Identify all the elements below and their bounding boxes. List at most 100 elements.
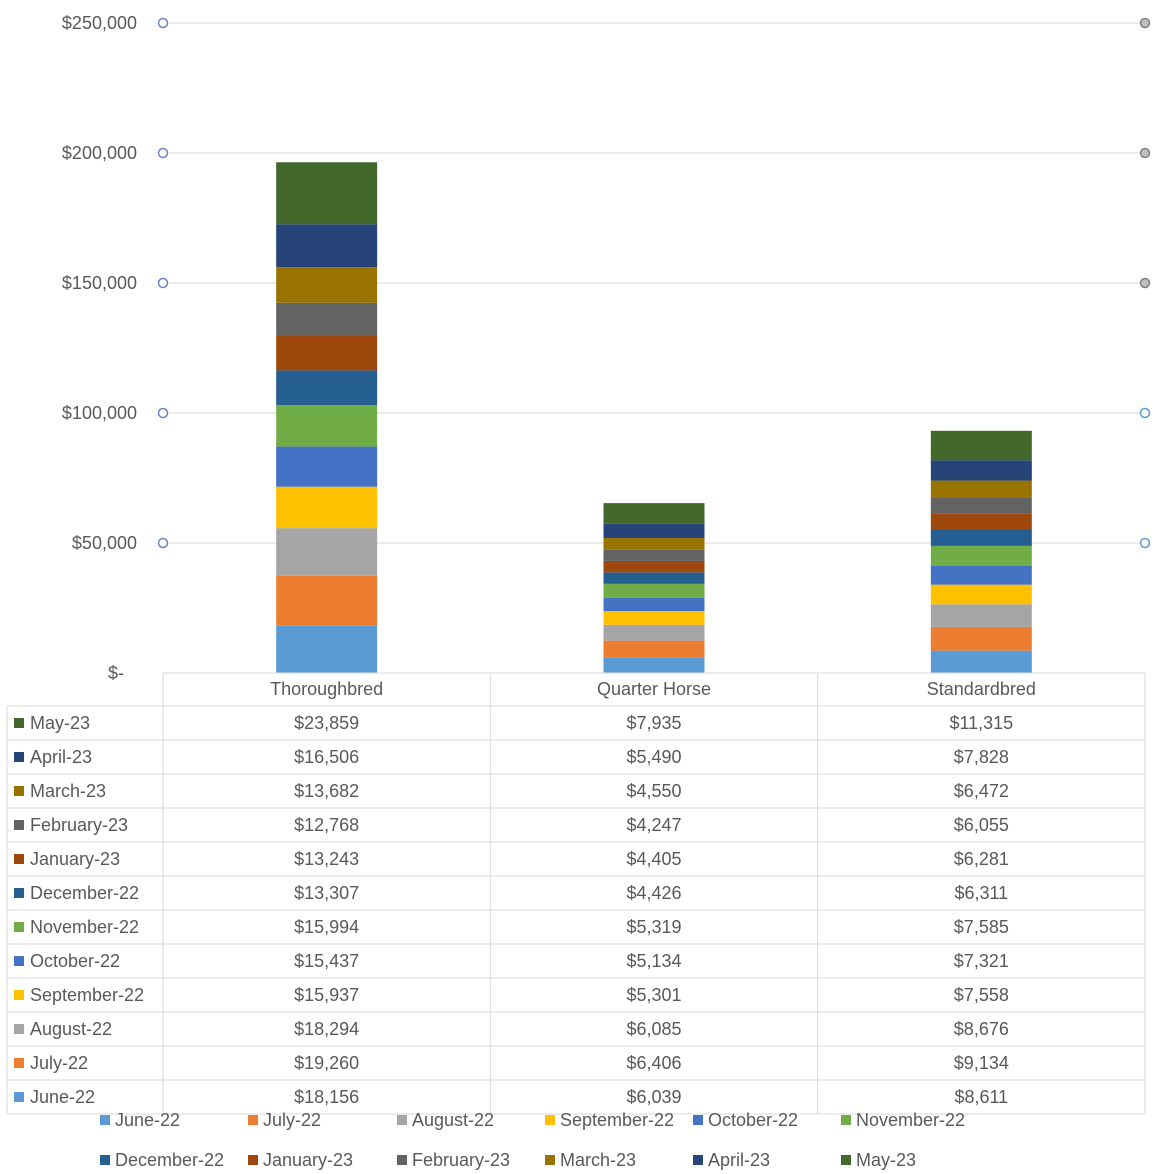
row-label: February-23 <box>30 815 128 835</box>
table-cell: $7,585 <box>954 917 1009 937</box>
bar-segment <box>603 523 705 539</box>
table-cell: $6,085 <box>626 1019 681 1039</box>
row-label: November-22 <box>30 917 139 937</box>
row-legend-key <box>14 990 24 1000</box>
y-tick-label: $150,000 <box>62 273 137 293</box>
bar-segment <box>276 575 378 626</box>
bar-segment <box>276 224 378 268</box>
table-cell: $7,321 <box>954 951 1009 971</box>
table-cell: $15,437 <box>294 951 359 971</box>
bar-segment <box>603 640 705 658</box>
bar-segment <box>930 565 1032 585</box>
table-cell: $18,294 <box>294 1019 359 1039</box>
gridline-handle-right <box>1139 17 1151 29</box>
row-legend-key <box>14 956 24 966</box>
table-cell: $4,247 <box>626 815 681 835</box>
bar-segment <box>603 657 705 673</box>
gridlines <box>157 17 1151 549</box>
legend-key <box>545 1115 555 1125</box>
gridline-handle-right <box>1139 277 1151 289</box>
bar-segment <box>276 267 378 303</box>
legend-entry: May-23 <box>856 1150 916 1170</box>
table-cell: $15,994 <box>294 917 359 937</box>
gridline-handle-left <box>157 537 169 549</box>
y-tick-label: $100,000 <box>62 403 137 423</box>
bar-segment <box>276 404 378 447</box>
row-legend-key <box>14 752 24 762</box>
y-tick-label: $50,000 <box>72 533 137 553</box>
legend-key <box>248 1155 258 1165</box>
table-cell: $13,243 <box>294 849 359 869</box>
bar-segment <box>276 528 378 576</box>
legend-entry: June-22 <box>115 1110 180 1130</box>
gridline-handle-left <box>157 17 169 29</box>
y-tick-label: $250,000 <box>62 13 137 33</box>
table-cell: $4,550 <box>626 781 681 801</box>
bar-stacks <box>276 162 1032 673</box>
legend-entry: January-23 <box>263 1150 353 1170</box>
table-cell: $9,134 <box>954 1053 1009 1073</box>
row-label: October-22 <box>30 951 120 971</box>
row-label: May-23 <box>30 713 90 733</box>
bar-segment <box>603 560 705 573</box>
bar-segment <box>603 538 705 550</box>
table-cell: $15,937 <box>294 985 359 1005</box>
table-cell: $6,406 <box>626 1053 681 1073</box>
bar-segment <box>276 625 378 673</box>
table-cell: $5,301 <box>626 985 681 1005</box>
bar-segment <box>930 545 1032 566</box>
row-legend-key <box>14 718 24 728</box>
category-label: Standardbred <box>927 679 1036 699</box>
bar-segment <box>276 446 378 487</box>
table-cell: $23,859 <box>294 713 359 733</box>
table-cell: $7,935 <box>626 713 681 733</box>
row-label: July-22 <box>30 1053 88 1073</box>
table-cell: $16,506 <box>294 747 359 767</box>
bar-segment <box>603 583 705 598</box>
table-cell: $12,768 <box>294 815 359 835</box>
bar-segment <box>930 584 1032 605</box>
legend-entry: November-22 <box>856 1110 965 1130</box>
table-cell: $6,281 <box>954 849 1009 869</box>
table-cell: $5,319 <box>626 917 681 937</box>
gridline-handle-left <box>157 147 169 159</box>
bar-segment <box>603 624 705 641</box>
row-legend-key <box>14 854 24 864</box>
legend-entry: April-23 <box>708 1150 770 1170</box>
legend-key <box>841 1155 851 1165</box>
legend-entry: September-22 <box>560 1110 674 1130</box>
row-legend-key <box>14 888 24 898</box>
legend-entry: December-22 <box>115 1150 224 1170</box>
gridline-handle-left <box>157 277 169 289</box>
bar-segment <box>603 572 705 584</box>
legend-key <box>693 1115 703 1125</box>
row-label: August-22 <box>30 1019 112 1039</box>
table-cell: $8,676 <box>954 1019 1009 1039</box>
legend-entry: February-23 <box>412 1150 510 1170</box>
bar-segment <box>276 486 378 529</box>
table-cell: $6,039 <box>626 1087 681 1107</box>
row-label: December-22 <box>30 883 139 903</box>
y-axis: $- $50,000 $100,000 $150,000 $200,000 $250,00… <box>62 13 137 683</box>
row-label: April-23 <box>30 747 92 767</box>
bar-segment <box>603 503 705 524</box>
legend-key <box>397 1115 407 1125</box>
legend-key <box>397 1155 407 1165</box>
table-cell: $8,611 <box>954 1087 1008 1107</box>
bar-segment <box>276 302 378 336</box>
table-cell: $6,472 <box>954 781 1009 801</box>
legend-key <box>100 1155 110 1165</box>
data-table: Thoroughbred Quarter Horse Standardbred May… <box>6 672 1146 1115</box>
table-cell: $6,311 <box>954 883 1008 903</box>
category-label: Thoroughbred <box>270 679 383 699</box>
bar-segment <box>930 529 1032 546</box>
legend-key <box>841 1115 851 1125</box>
legend-entry: March-23 <box>560 1150 636 1170</box>
table-cell: $11,315 <box>949 713 1013 733</box>
y-tick-label: $- <box>108 663 124 683</box>
table-cell: $6,055 <box>954 815 1009 835</box>
bar-segment <box>930 513 1032 530</box>
bar-segment <box>603 611 705 625</box>
table-cell: $19,260 <box>294 1053 359 1073</box>
table-cell: $5,134 <box>626 951 681 971</box>
